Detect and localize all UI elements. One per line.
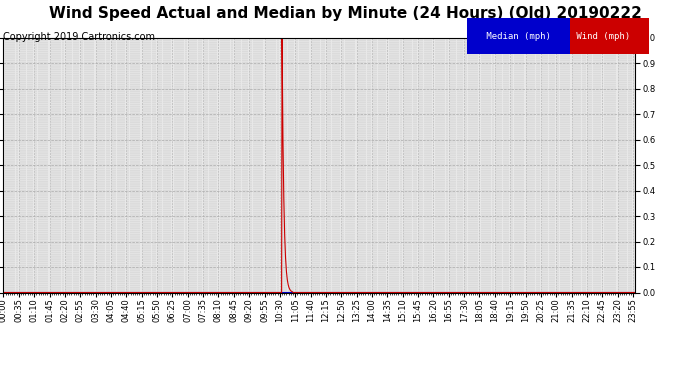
Text: Wind (mph): Wind (mph) xyxy=(571,32,635,41)
Text: Wind Speed Actual and Median by Minute (24 Hours) (Old) 20190222: Wind Speed Actual and Median by Minute (… xyxy=(48,6,642,21)
Text: Median (mph): Median (mph) xyxy=(481,32,556,41)
Text: Copyright 2019 Cartronics.com: Copyright 2019 Cartronics.com xyxy=(3,32,155,42)
